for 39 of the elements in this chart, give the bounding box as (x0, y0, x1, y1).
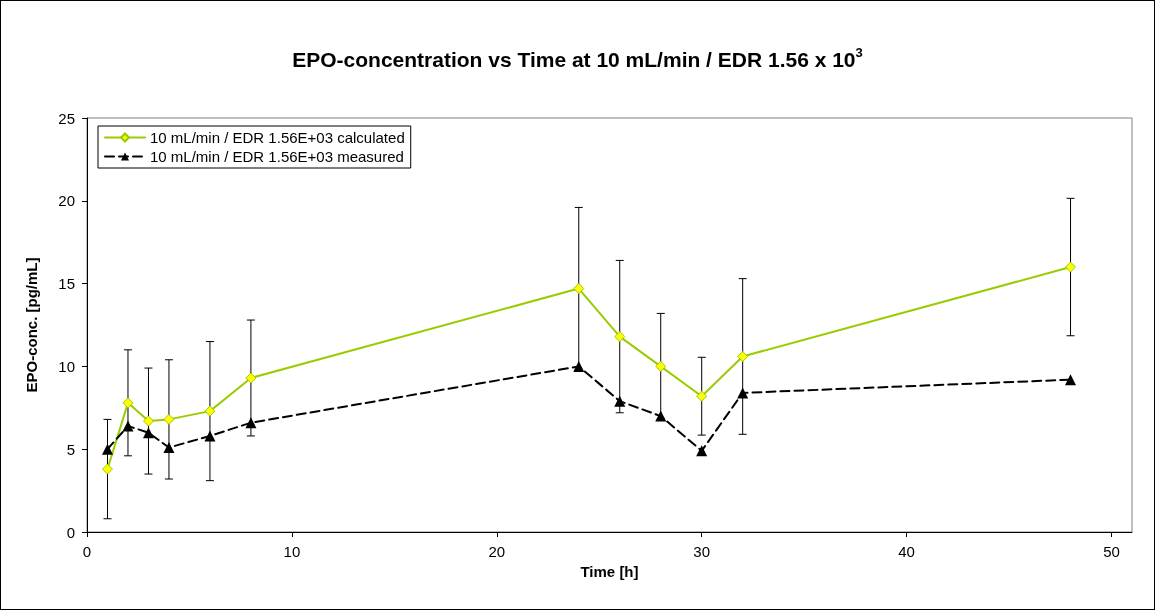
point (737, 387, 749, 399)
point (163, 413, 175, 425)
y-tick-label: 25 (58, 109, 75, 127)
point (204, 430, 216, 442)
y-tick-label: 5 (66, 440, 75, 458)
legend-label: 10 mL/min / EDR 1.56E+03 measured (150, 148, 404, 165)
point (122, 420, 134, 432)
x-tick-label: 40 (898, 543, 915, 560)
x-tick-label: 30 (693, 543, 711, 560)
y-tick-label: 15 (58, 275, 75, 293)
point (122, 397, 134, 409)
point (1065, 261, 1077, 273)
point (737, 350, 749, 362)
legend-label: 10 mL/min / EDR 1.56E+03 calculated (150, 129, 405, 146)
point (614, 331, 626, 343)
point (614, 395, 626, 407)
point (696, 445, 708, 457)
y-tick-label: 0 (66, 523, 75, 541)
point (573, 360, 585, 372)
x-tick-label: 20 (488, 543, 506, 560)
point (245, 417, 257, 429)
point (696, 390, 708, 402)
point (163, 442, 175, 454)
y-axis-title: EPO-conc. [pg/mL] (23, 257, 40, 393)
point (573, 283, 585, 295)
point (142, 427, 154, 439)
y-tick-label: 10 (58, 357, 75, 375)
point (655, 360, 667, 372)
x-tick-label: 0 (82, 543, 92, 560)
point (204, 405, 216, 417)
x-tick-label: 10 (283, 543, 301, 560)
point (142, 415, 154, 427)
point (655, 410, 667, 422)
x-axis-title: Time [h] (580, 562, 639, 580)
y-tick-label: 20 (58, 192, 75, 210)
point (101, 463, 113, 475)
point (1065, 374, 1077, 386)
point (245, 372, 257, 384)
x-tick-label: 50 (1103, 543, 1120, 560)
